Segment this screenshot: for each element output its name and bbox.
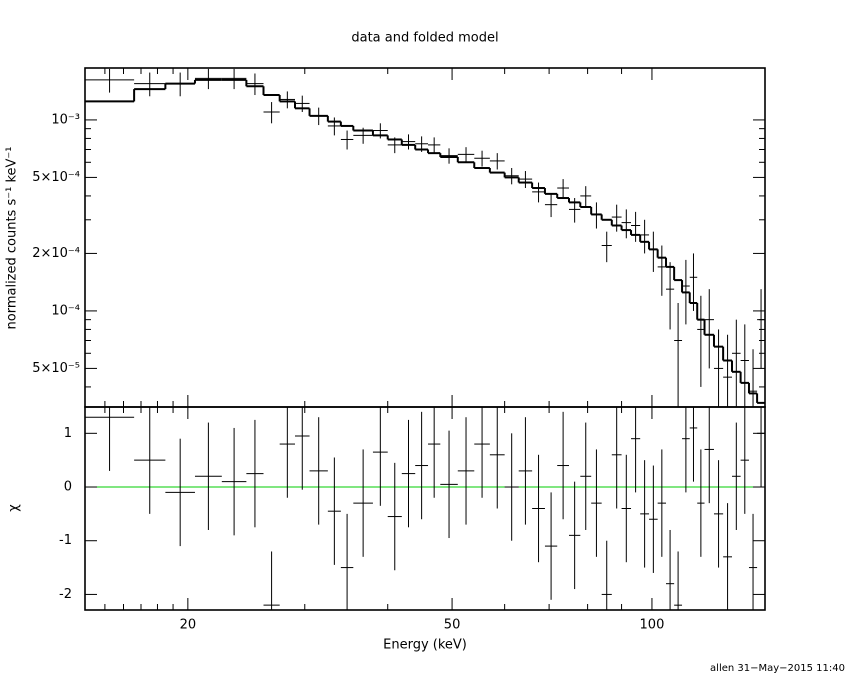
y-tick-label: -2 <box>59 587 72 602</box>
y-tick-label: 5×10⁻⁴ <box>32 170 80 185</box>
bottom-frame <box>84 406 766 611</box>
y-tick-label: 1 <box>64 426 72 441</box>
y-tick-label: 5×10⁻⁵ <box>32 361 80 376</box>
y-tick-label: 10⁻⁴ <box>51 303 80 318</box>
y-tick-label: -1 <box>59 533 72 548</box>
y-tick-label: 0 <box>64 480 72 495</box>
y-axis-label: normalized counts s⁻¹ keV⁻¹ <box>5 147 20 330</box>
y-tick-label: 10⁻³ <box>51 112 80 127</box>
footer: allen 31−May−2015 11:40 <box>710 663 845 674</box>
x-tick-label: 20 <box>180 618 197 633</box>
ticks: 10⁻³ 5×10⁻⁴ 2×10⁻⁴ 10⁻⁴ 5×10⁻⁵ 1 0 -1 -2 20 50 100 <box>32 68 765 633</box>
bottom-panel <box>85 407 765 610</box>
chart-title: data and folded model <box>351 31 498 46</box>
y-tick-label: 2×10⁻⁴ <box>32 246 80 261</box>
y-axis-label: χ <box>7 504 22 512</box>
top-frame <box>84 67 766 408</box>
x-axis-label: Energy (keV) <box>383 638 467 653</box>
x-tick-label: 100 <box>640 618 665 633</box>
x-tick-label: 50 <box>444 618 461 633</box>
top-panel <box>85 68 765 407</box>
